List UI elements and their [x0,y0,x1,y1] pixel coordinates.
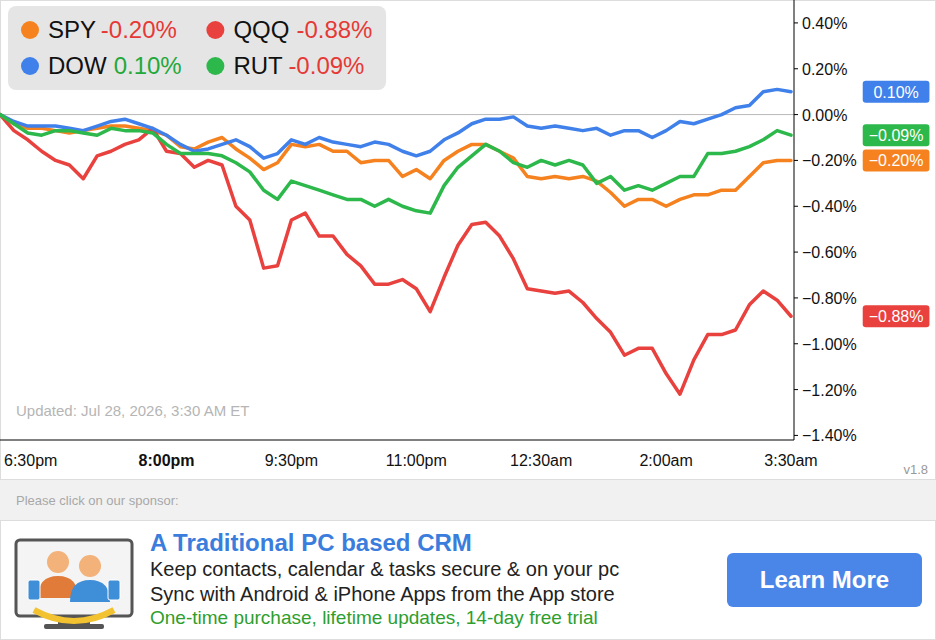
end-label-box [863,81,930,103]
ad-title: A Traditional PC based CRM [150,529,472,557]
ad-icon [14,536,134,632]
x-tick-label: 11:00pm [386,452,447,469]
series-line [0,89,791,158]
x-tick-label: 3:30am [764,452,817,469]
y-tick-label: −0.20% [802,152,857,169]
ad-line: Keep contacts, calendar & tasks secure &… [150,557,619,581]
y-tick-label: −1.20% [802,382,857,399]
icon-head [47,551,69,573]
updated-note: Updated: Jul 28, 2026, 3:30 AM ET [16,402,249,419]
y-tick [794,68,798,69]
lines [0,89,791,394]
y-tick-label: 0.00% [802,107,847,124]
x-tick-label: 9:30pm [265,452,318,469]
legend-name: RUT [233,52,283,79]
icon-base [44,624,104,629]
y-tick-label: −0.60% [802,244,857,261]
x-tick-label: 6:30pm [4,452,57,469]
legend-name: DOW [48,52,107,79]
series-line [0,115,791,214]
y-tick [794,114,798,115]
icon-head [79,555,101,577]
y-tick [794,389,798,390]
legend: SPY-0.20% QQQ -0.88% DOW 0.10% RUT-0.09% [8,6,386,90]
icon-arrow [34,610,114,621]
icon-body [70,580,110,602]
legend-name: QQQ [233,16,289,43]
legend-swatch [21,57,39,75]
end-label: −0.20% [869,152,924,169]
legend-entry: QQQ -0.88% [233,16,372,43]
baseline [0,114,794,115]
x-tick-label: 12:30am [510,452,572,469]
legend-box [8,6,386,90]
page: {"chart_data": { "type": "line", "catego… [0,0,936,640]
y-tick-label: 0.40% [802,15,847,32]
y-tick-label: 0.20% [802,61,847,78]
y-tick-label: −0.40% [802,198,857,215]
learn-more-button[interactable]: Learn More [727,553,922,607]
sponsor-area: Please click on our sponsor: A Traditiona… [0,480,936,640]
ad-box[interactable]: A Traditional PC based CRMKeep contacts,… [0,520,936,640]
chart-frame [1,1,936,480]
legend-entry: SPY-0.20% [48,16,177,43]
y-tick-label: −1.00% [802,336,857,353]
legend-entry: RUT-0.09% [233,52,364,79]
end-label: −0.88% [869,308,924,325]
version: v1.8 [903,462,928,477]
y-tick-label: −1.40% [802,427,857,444]
x-tick-label: 2:00am [639,452,692,469]
sponsor-prompt: Please click on our sponsor: [16,493,179,509]
ad-line: Sync with Android & iPhone Apps from the… [150,582,615,606]
legend-swatch [206,21,224,39]
legend-value: -0.20% [101,16,177,43]
x-tick-label: 8:00pm [139,452,195,469]
legend-swatch [21,21,39,39]
y-tick [794,160,798,161]
end-label: 0.10% [873,84,918,101]
y-tick [794,206,798,207]
end-label-box [863,305,930,327]
y-tick [794,343,798,344]
legend-swatch [206,57,224,75]
y-axis [794,0,795,440]
chart: 0.40%0.20%0.00%−0.20%−0.40%−0.60%−0.80%−… [0,0,936,480]
end-label-box [863,124,930,146]
x-axis [0,440,794,441]
end-label: −0.09% [869,127,924,144]
icon-phone [108,580,120,600]
y-tick [794,435,798,436]
legend-value: -0.88% [296,16,372,43]
y-tick [794,252,798,253]
ad-highlight: One-time purchase, lifetime updates, 14-… [150,606,598,629]
legend-value: -0.09% [288,52,364,79]
legend-name: SPY [48,16,96,43]
legend-value: 0.10% [114,52,182,79]
y-tick [794,22,798,23]
icon-monitor [16,540,132,616]
y-tick [794,297,798,298]
y-tick-label: −0.80% [802,290,857,307]
icon-phone [28,580,40,600]
legend-entry: DOW 0.10% [48,52,182,79]
end-label-box [863,149,930,171]
series-line [0,115,791,395]
